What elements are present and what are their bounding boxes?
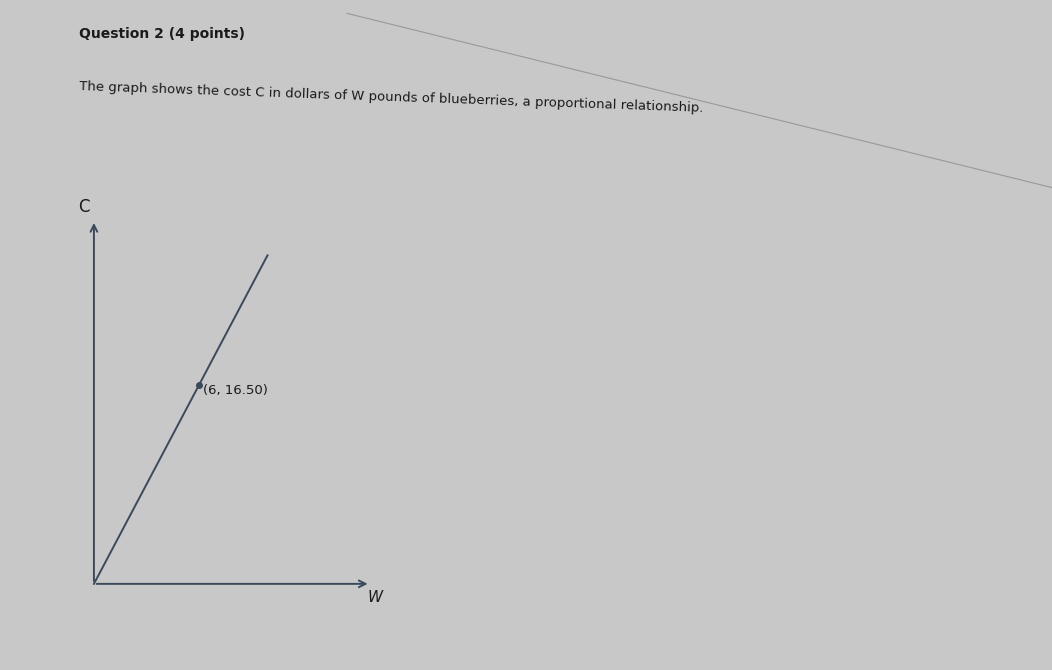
Text: (6, 16.50): (6, 16.50) bbox=[203, 385, 267, 397]
Text: The graph shows the cost C in dollars of W pounds of blueberries, a proportional: The graph shows the cost C in dollars of… bbox=[79, 80, 704, 115]
Text: C: C bbox=[78, 198, 89, 216]
Text: W: W bbox=[367, 590, 383, 605]
Text: Question 2 (4 points): Question 2 (4 points) bbox=[79, 27, 245, 41]
